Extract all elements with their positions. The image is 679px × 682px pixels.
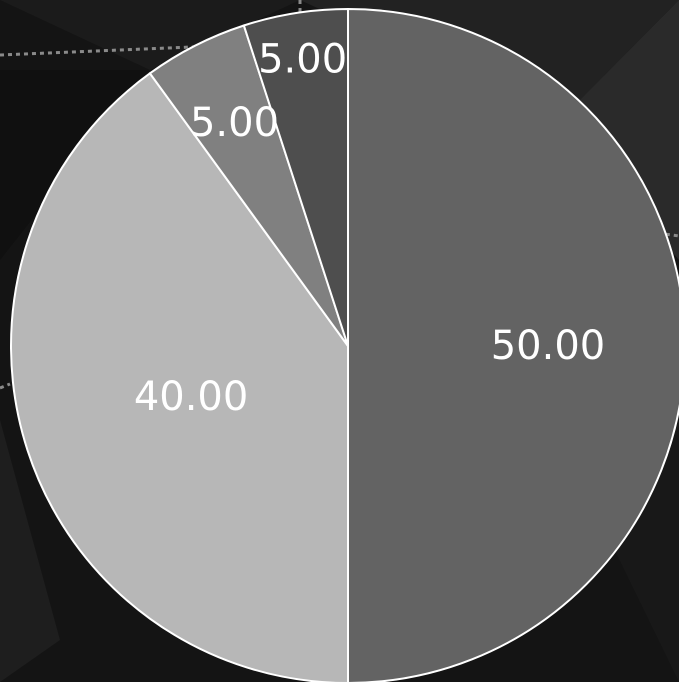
pie-slice-1	[347, 7, 679, 682]
pie-label-4: 5.00	[258, 37, 347, 83]
pie-slice-4	[242, 7, 349, 347]
pie-label-1: 50.00	[491, 323, 606, 369]
pie-slices	[9, 7, 679, 682]
pie-label-3: 5.00	[190, 100, 279, 146]
pie-label-2: 40.00	[134, 374, 249, 420]
pie-labels: 50.00 40.00 5.00 5.00	[134, 37, 605, 420]
pie-slice-2	[9, 71, 349, 682]
